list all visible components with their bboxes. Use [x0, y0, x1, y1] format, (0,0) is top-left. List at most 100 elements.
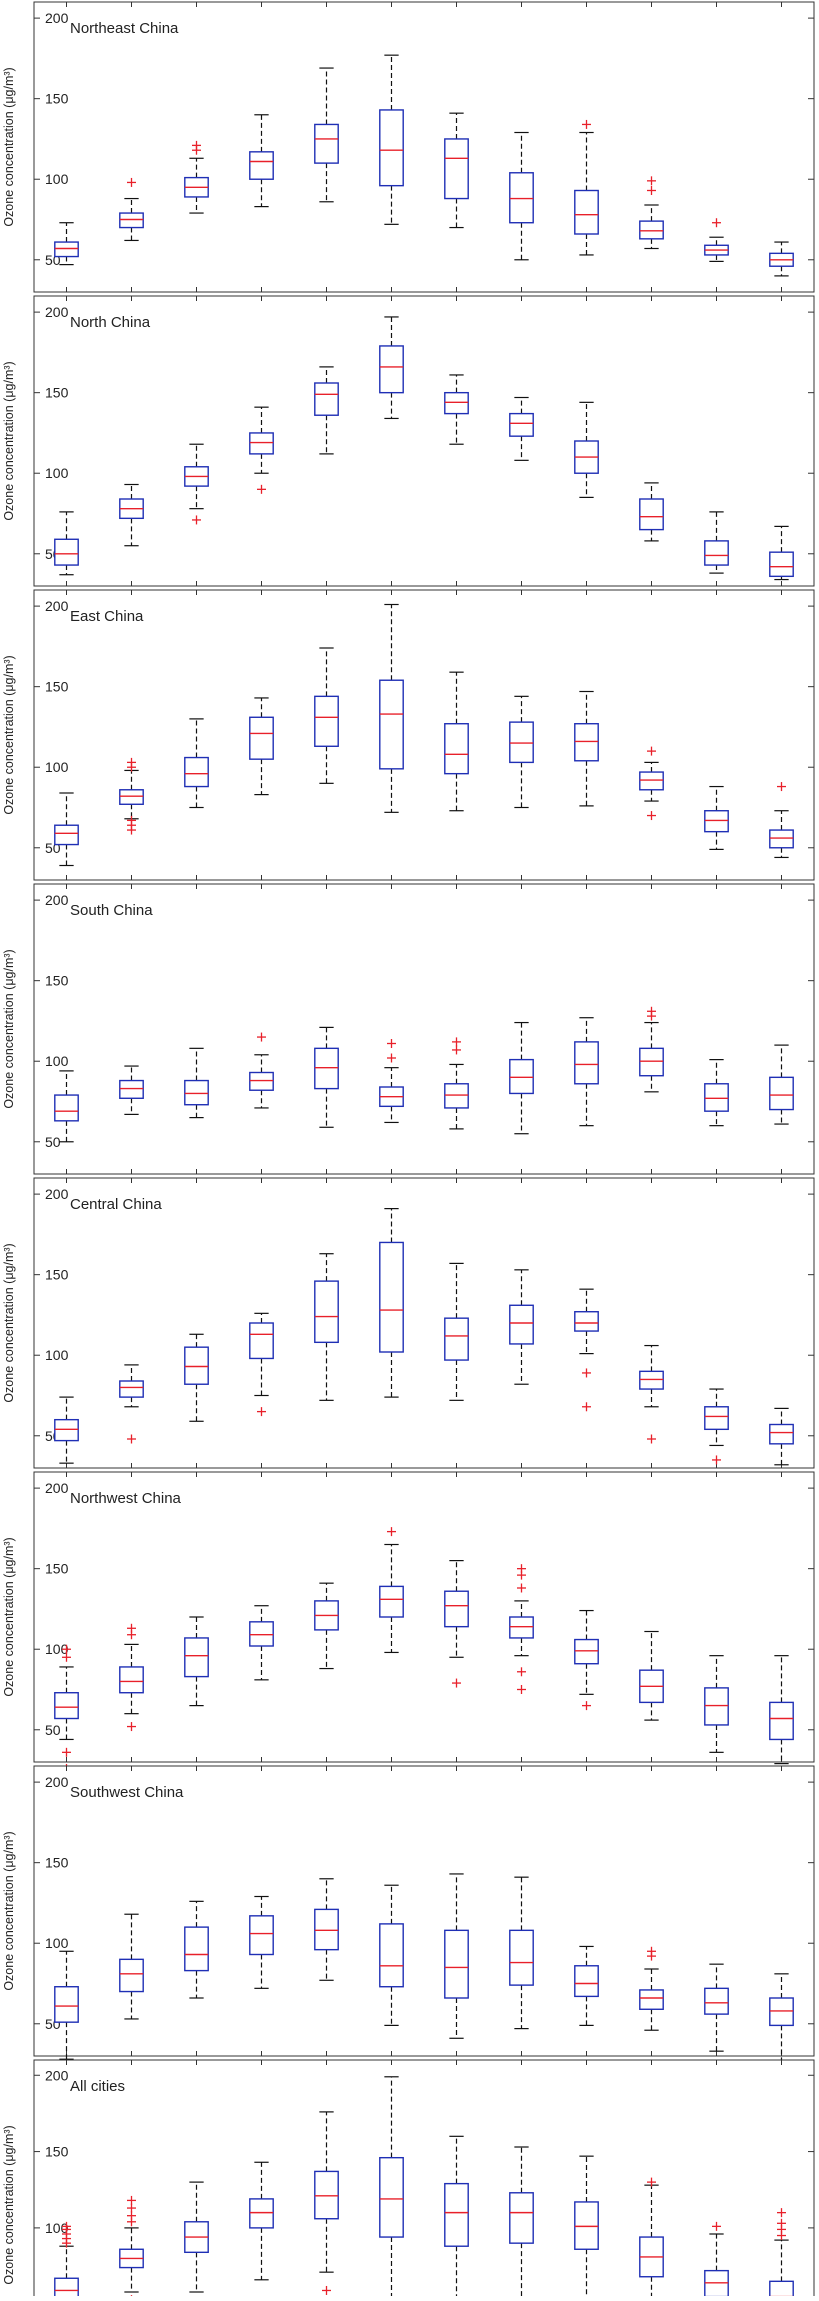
y-axis-label: Ozone concentration (μg/m³) [2, 949, 16, 1108]
box-month-9 [574, 1017, 599, 1127]
outlier-marker [452, 1678, 461, 1688]
box-month-1 [54, 792, 79, 867]
panel-6: 50 100 150 200 Ozone concentration (μg/m³) No… [2, 1471, 815, 1777]
iqr-box [769, 551, 794, 578]
iqr-box [639, 1370, 664, 1390]
y-tick-label: 150 [45, 91, 69, 107]
outlier-marker [582, 1402, 591, 1412]
iqr-box [769, 1997, 794, 2027]
iqr-box [249, 432, 274, 455]
box-month-9 [574, 1609, 599, 1711]
iqr-box [54, 1986, 79, 2023]
iqr-box [314, 2170, 339, 2220]
iqr-box [119, 1666, 144, 1694]
iqr-box [704, 540, 729, 566]
iqr-box [574, 723, 599, 762]
y-axis-label: Ozone concentration (μg/m³) [2, 1831, 16, 1990]
box-month-8 [509, 1876, 534, 2030]
box-month-7 [444, 112, 469, 229]
box-month-9 [574, 1945, 599, 2026]
outlier-marker [452, 1045, 461, 1055]
box-month-10 [639, 1344, 664, 1444]
iqr-box [54, 2277, 79, 2301]
box-month-7 [444, 1873, 469, 2039]
iqr-box [379, 2156, 404, 2238]
y-axis-label: Ozone concentration (μg/m³) [2, 2125, 16, 2284]
box-month-5 [314, 2111, 339, 2295]
box-month-1 [54, 1950, 79, 2060]
outlier-marker [127, 1434, 136, 1444]
box-month-5 [314, 1026, 339, 1128]
iqr-box [704, 1406, 729, 1431]
iqr-box [574, 1041, 599, 1085]
panel-frame [33, 1, 815, 293]
box-month-12 [769, 241, 794, 277]
y-tick-label: 200 [45, 1774, 69, 1790]
iqr-box [119, 789, 144, 805]
iqr-box [574, 1638, 599, 1665]
box-month-8 [509, 695, 534, 809]
outlier-marker [517, 1685, 526, 1694]
outlier-marker [777, 2208, 786, 2218]
outlier-marker [127, 2203, 136, 2213]
y-tick-label: 150 [45, 1855, 69, 1871]
panel-frame [33, 1471, 815, 1763]
iqr-box [444, 1317, 469, 1361]
iqr-box [119, 1079, 144, 1099]
iqr-box [119, 212, 144, 229]
box-month-10 [639, 1630, 664, 1721]
iqr-box [704, 1083, 729, 1112]
box-month-11 [704, 1388, 729, 1465]
iqr-box [54, 824, 79, 846]
box-month-10 [639, 176, 664, 250]
iqr-box [509, 412, 534, 437]
box-month-6 [379, 1884, 404, 2026]
box-month-1 [54, 2221, 79, 2301]
iqr-box [54, 1094, 79, 1122]
iqr-box [379, 1923, 404, 1988]
iqr-box [184, 756, 209, 788]
iqr-box [444, 138, 469, 200]
outlier-marker [192, 515, 201, 525]
outlier-marker [517, 1583, 526, 1593]
box-month-10 [639, 746, 664, 821]
box-month-11 [704, 2221, 729, 2301]
outlier-marker [62, 2221, 71, 2231]
y-tick-label: 100 [45, 759, 69, 775]
iqr-box [184, 1637, 209, 1678]
box-month-3 [184, 2181, 209, 2293]
iqr-box [54, 1418, 79, 1442]
outlier-marker [582, 119, 591, 129]
outlier-marker [127, 2195, 136, 2205]
iqr-box [704, 810, 729, 833]
box-month-2 [119, 483, 144, 547]
y-tick-label: 150 [45, 1561, 69, 1577]
box-month-7 [444, 374, 469, 445]
outlier-marker [387, 1527, 396, 1537]
iqr-box [249, 716, 274, 760]
box-month-8 [509, 1021, 534, 1135]
box-month-5 [314, 647, 339, 784]
box-month-6 [379, 1527, 404, 1654]
panel-title: South China [70, 902, 153, 919]
iqr-box [769, 1701, 794, 1741]
iqr-box [184, 1346, 209, 1385]
box-month-6 [379, 2076, 404, 2301]
box-month-8 [509, 2146, 534, 2301]
box-month-12 [769, 525, 794, 581]
iqr-box [184, 1926, 209, 1972]
y-tick-label: 100 [45, 1347, 69, 1363]
iqr-box [444, 1929, 469, 1999]
box-month-8 [509, 1269, 534, 1385]
box-month-3 [184, 1333, 209, 1422]
iqr-box [769, 829, 794, 849]
iqr-box [704, 1687, 729, 1726]
y-tick-label: 200 [45, 304, 69, 320]
iqr-box [509, 721, 534, 764]
panel-title: Northwest China [70, 1490, 182, 1507]
y-tick-label: 50 [45, 1134, 61, 1150]
box-month-3 [184, 140, 209, 214]
